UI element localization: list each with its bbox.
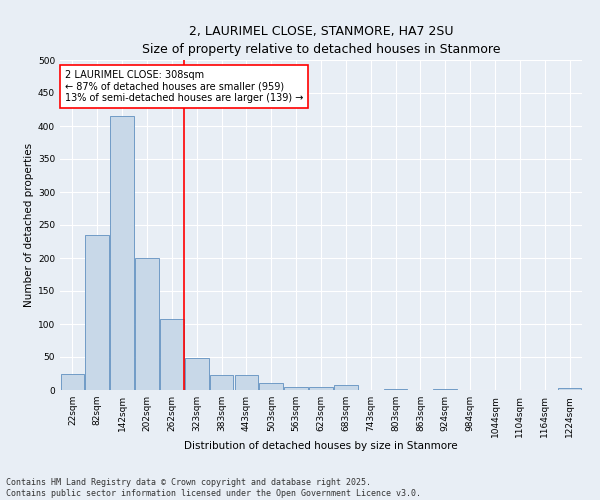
Bar (259, 384, 283, 390)
Bar (185, 358, 209, 390)
Bar (558, 388, 581, 390)
Bar (235, 375, 258, 390)
Bar (135, 258, 159, 390)
Bar (334, 386, 358, 390)
Bar (384, 388, 407, 390)
X-axis label: Distribution of detached houses by size in Stanmore: Distribution of detached houses by size … (184, 441, 458, 451)
Text: Contains HM Land Registry data © Crown copyright and database right 2025.
Contai: Contains HM Land Registry data © Crown c… (6, 478, 421, 498)
Y-axis label: Number of detached properties: Number of detached properties (24, 143, 34, 307)
Bar (160, 320, 184, 390)
Text: 2 LAURIMEL CLOSE: 308sqm
← 87% of detached houses are smaller (959)
13% of semi-: 2 LAURIMEL CLOSE: 308sqm ← 87% of detach… (65, 70, 304, 103)
Title: 2, LAURIMEL CLOSE, STANMORE, HA7 2SU
Size of property relative to detached house: 2, LAURIMEL CLOSE, STANMORE, HA7 2SU Siz… (142, 25, 500, 56)
Bar (110, 116, 134, 390)
Bar (85, 235, 109, 390)
Bar (61, 374, 84, 390)
Bar (210, 375, 233, 390)
Bar (284, 386, 308, 390)
Bar (309, 386, 333, 390)
